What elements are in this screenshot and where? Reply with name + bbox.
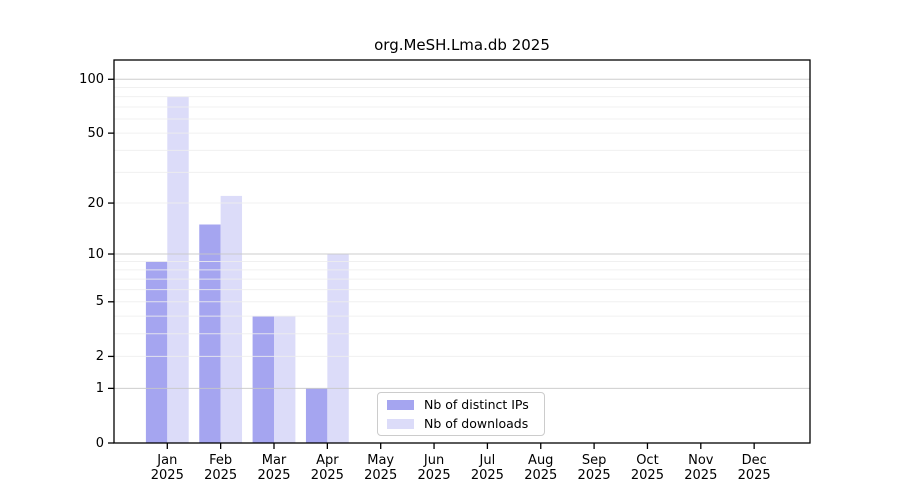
x-tick-label-sep: Sep 2025	[577, 453, 611, 483]
x-tick-label-nov: Nov 2025	[684, 453, 718, 483]
x-tick-label-apr: Apr 2025	[310, 453, 344, 483]
legend: Nb of distinct IPs Nb of downloads	[377, 392, 545, 436]
y-tick-label-50: 50	[87, 125, 104, 141]
y-tick-label-10: 10	[87, 246, 104, 262]
x-tick-label-jul: Jul 2025	[470, 453, 504, 483]
plot-border	[113, 59, 811, 444]
x-tick-label-jan: Jan 2025	[150, 453, 184, 483]
x-tick-label-jun: Jun 2025	[417, 453, 451, 483]
x-tick-label-mar: Mar 2025	[257, 453, 291, 483]
x-tick-label-oct: Oct 2025	[630, 453, 664, 483]
chart-title: org.MeSH.Lma.db 2025	[374, 36, 550, 54]
x-tick-label-dec: Dec 2025	[737, 453, 771, 483]
legend-swatch-downloads	[387, 418, 414, 429]
bar-nb-of-distinct-ips-apr	[305, 388, 328, 443]
y-tick-label-20: 20	[87, 195, 104, 211]
y-tick-label-1: 1	[95, 380, 104, 396]
x-tick-label-aug: Aug 2025	[524, 453, 558, 483]
bar-nb-of-distinct-ips-jan	[145, 261, 168, 443]
x-tick-label-feb: Feb 2025	[204, 453, 238, 483]
y-tick-label-2: 2	[95, 348, 104, 364]
bar-nb-of-downloads-feb	[220, 195, 243, 443]
bar-nb-of-downloads-apr	[327, 254, 349, 443]
legend-label-downloads: Nb of downloads	[424, 416, 529, 431]
legend-label-distinct-ips: Nb of distinct IPs	[424, 397, 529, 412]
y-tick-label-0: 0	[95, 435, 104, 451]
legend-item-downloads: Nb of downloads	[387, 416, 544, 431]
legend-item-distinct-ips: Nb of distinct IPs	[387, 397, 544, 412]
bar-nb-of-downloads-mar	[274, 316, 296, 443]
legend-swatch-distinct-ips	[387, 399, 414, 410]
bar-nb-of-distinct-ips-mar	[252, 316, 274, 443]
y-tick-label-5: 5	[95, 294, 104, 310]
y-tick-label-100: 100	[79, 71, 104, 87]
x-tick-label-may: May 2025	[364, 453, 398, 483]
